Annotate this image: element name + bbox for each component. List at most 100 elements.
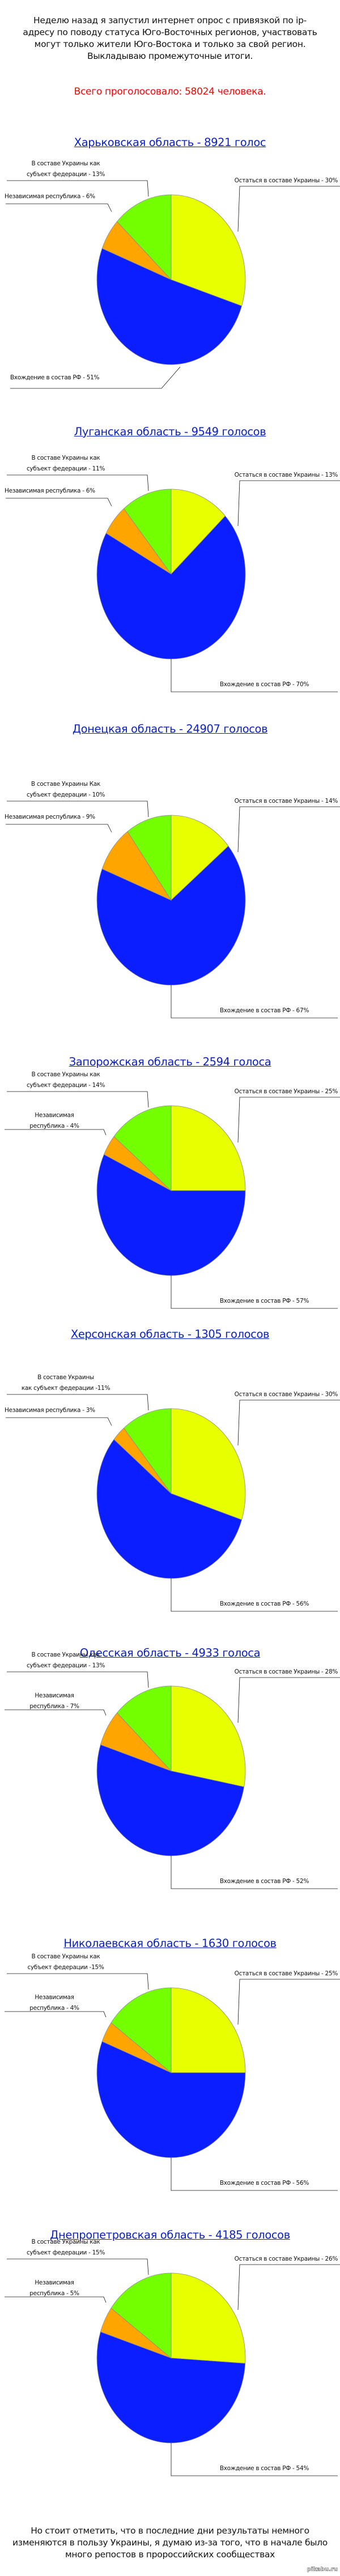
leader-line bbox=[7, 180, 149, 197]
slice-label: В составе Украины как субъект федерации -… bbox=[27, 1953, 104, 1971]
slice-label: В составе Украины Как субъект федерации -… bbox=[27, 781, 105, 798]
pie-4: Остаться в составе Украины - 30% Вхождени… bbox=[5, 1374, 340, 1612]
leader-line bbox=[237, 1400, 340, 1446]
region-title-mykolaiv[interactable]: Николаевская область - 1630 голосов bbox=[63, 1937, 277, 1950]
leader-line bbox=[7, 1091, 149, 1108]
slice-label: В составе Украины как субъект федерации -… bbox=[27, 1651, 105, 1669]
leader-line bbox=[6, 824, 112, 833]
slice-label: В составе Украины как субъект федерации -… bbox=[27, 455, 105, 472]
region-title-luhansk[interactable]: Луганская область - 9549 голосов bbox=[74, 425, 266, 438]
intro-text: Неделю назад я запустил интернет опрос с… bbox=[23, 15, 317, 61]
region-title-odesa[interactable]: Одесская область - 4933 голоса bbox=[79, 1646, 261, 1659]
slice-join-rf bbox=[96, 248, 243, 365]
slice-federation bbox=[123, 489, 172, 575]
slice-remain-ukraine bbox=[171, 194, 246, 306]
pie-2: Остаться в составе Украины - 14% Вхождени… bbox=[5, 781, 340, 1019]
leader-line bbox=[237, 2264, 340, 2310]
slice-label: Независимая республика - 5% bbox=[29, 2279, 79, 2297]
slice-label: Остаться в составе Украины - 14% bbox=[235, 798, 338, 805]
leader-line bbox=[5, 1129, 107, 1136]
slice-label: Вхождение в состав РФ - 54% bbox=[220, 2465, 309, 2472]
slice-label: Независимая республика - 7% bbox=[29, 1692, 79, 1710]
leader-line bbox=[171, 2443, 338, 2476]
leader-line bbox=[7, 1973, 149, 1990]
leader-line bbox=[7, 1394, 149, 1411]
leader-line bbox=[237, 1979, 340, 2025]
total-votes: Всего проголосовало: 58024 человека. bbox=[74, 86, 266, 97]
slice-label: Вхождение в состав РФ - 67% bbox=[220, 1007, 309, 1014]
slice-label: Вхождение в состав РФ - 52% bbox=[220, 1878, 309, 1885]
region-title-zaporizhzhia[interactable]: Запорожская область - 2594 голоса bbox=[69, 1055, 271, 1068]
slice-federation bbox=[113, 1105, 172, 1191]
leader-line bbox=[7, 2258, 149, 2275]
slice-federation bbox=[123, 1408, 172, 1495]
slice-federation bbox=[116, 1685, 172, 1772]
leader-line bbox=[237, 1677, 340, 1723]
slice-federation bbox=[110, 1987, 172, 2073]
pie-7: Остаться в составе Украины - 26% Вхождени… bbox=[5, 2239, 340, 2476]
leader-line bbox=[171, 1856, 338, 1889]
slice-label: Независимая республика - 9% bbox=[5, 814, 95, 820]
slice-label: Остаться в составе Украины - 28% bbox=[235, 1668, 338, 1675]
slice-label: Независимая республика - 6% bbox=[5, 487, 95, 494]
region-title-kharkiv[interactable]: Харьковская область - 8921 голос bbox=[74, 136, 266, 149]
slice-federation bbox=[116, 194, 172, 281]
leader-line bbox=[171, 1276, 338, 1309]
slice-label: Независимая республика - 3% bbox=[5, 1407, 95, 1414]
leader-line bbox=[7, 801, 149, 818]
slice-remain-ukraine bbox=[171, 815, 229, 901]
leader-line bbox=[5, 2011, 107, 2018]
slice-label: Независимая республика - 4% bbox=[29, 1112, 79, 1129]
slice-join-rf bbox=[96, 2041, 246, 2158]
leader-line bbox=[171, 659, 338, 692]
leader-line bbox=[10, 366, 181, 389]
slice-label: Вхождение в состав РФ - 51% bbox=[10, 374, 99, 381]
slice-remain-ukraine bbox=[171, 2273, 246, 2364]
leader-line bbox=[7, 1671, 149, 1688]
leader-line bbox=[5, 2296, 107, 2303]
pie-6: Остаться в составе Украины - 25% Вхождени… bbox=[5, 1953, 340, 2191]
leader-line bbox=[237, 806, 340, 853]
slice-label: Остаться в составе Украины - 26% bbox=[235, 2256, 338, 2262]
leader-line bbox=[171, 1578, 338, 1612]
region-title-dnipropetrovsk[interactable]: Днепропетровская область - 4185 голосов bbox=[50, 2228, 290, 2241]
pie-1: Остаться в составе Украины - 13% Вхождени… bbox=[5, 455, 340, 692]
slice-label: В составе Украины как субъект федерации -… bbox=[27, 160, 105, 178]
slice-remain-ukraine bbox=[171, 1408, 246, 1520]
slice-join-rf bbox=[96, 1439, 243, 1579]
pie-5: Остаться в составе Украины - 28% Вхождени… bbox=[5, 1651, 340, 1889]
slice-label: В составе Украины как субъект федерации -… bbox=[27, 2239, 105, 2256]
slice-label: Остаться в составе Украины - 25% bbox=[235, 1970, 338, 1977]
region-title-kherson[interactable]: Херсонская область - 1305 голосов bbox=[70, 1328, 270, 1341]
slice-join-rf bbox=[96, 845, 246, 986]
slice-label: Остаться в составе Украины - 30% bbox=[235, 177, 338, 184]
slice-label: Независимая республика - 4% bbox=[29, 1994, 79, 2012]
pie-0: Остаться в составе Украины - 30% Вхождени… bbox=[5, 160, 340, 389]
region-title-donetsk[interactable]: Донецкая область - 24907 голосов bbox=[72, 722, 268, 735]
slice-join-rf bbox=[96, 515, 246, 660]
leader-line bbox=[6, 203, 112, 212]
slice-label: Остаться в составе Украины - 13% bbox=[235, 472, 338, 478]
slice-label: Вхождение в состав РФ - 56% bbox=[220, 1601, 309, 1607]
slice-label: В составе Украины как субъект федерации -… bbox=[22, 1374, 110, 1392]
slice-federation bbox=[127, 815, 172, 901]
slice-remain-ukraine bbox=[171, 489, 226, 575]
leader-line bbox=[7, 474, 149, 491]
slice-remain-ukraine bbox=[171, 1987, 246, 2073]
slice-federation bbox=[110, 2273, 172, 2359]
slice-join-rf bbox=[96, 2331, 246, 2444]
slice-label: Вхождение в состав РФ - 56% bbox=[220, 2180, 309, 2186]
slice-label: Остаться в составе Украины - 30% bbox=[235, 1391, 338, 1398]
slice-label: В составе Украины как субъект федерации -… bbox=[27, 1071, 105, 1089]
slice-independent bbox=[101, 831, 172, 901]
slice-join-rf bbox=[96, 1744, 245, 1856]
leader-line bbox=[171, 985, 338, 1019]
leader-line bbox=[237, 480, 340, 527]
leader-line bbox=[6, 498, 112, 507]
slice-remain-ukraine bbox=[171, 1685, 246, 1787]
leader-line bbox=[171, 2158, 338, 2191]
leader-line bbox=[6, 1417, 112, 1426]
pie-3: Остаться в составе Украины - 25% Вхождени… bbox=[5, 1071, 340, 1309]
outro-text: Но стоит отметить, что в последние дни р… bbox=[12, 2526, 328, 2560]
